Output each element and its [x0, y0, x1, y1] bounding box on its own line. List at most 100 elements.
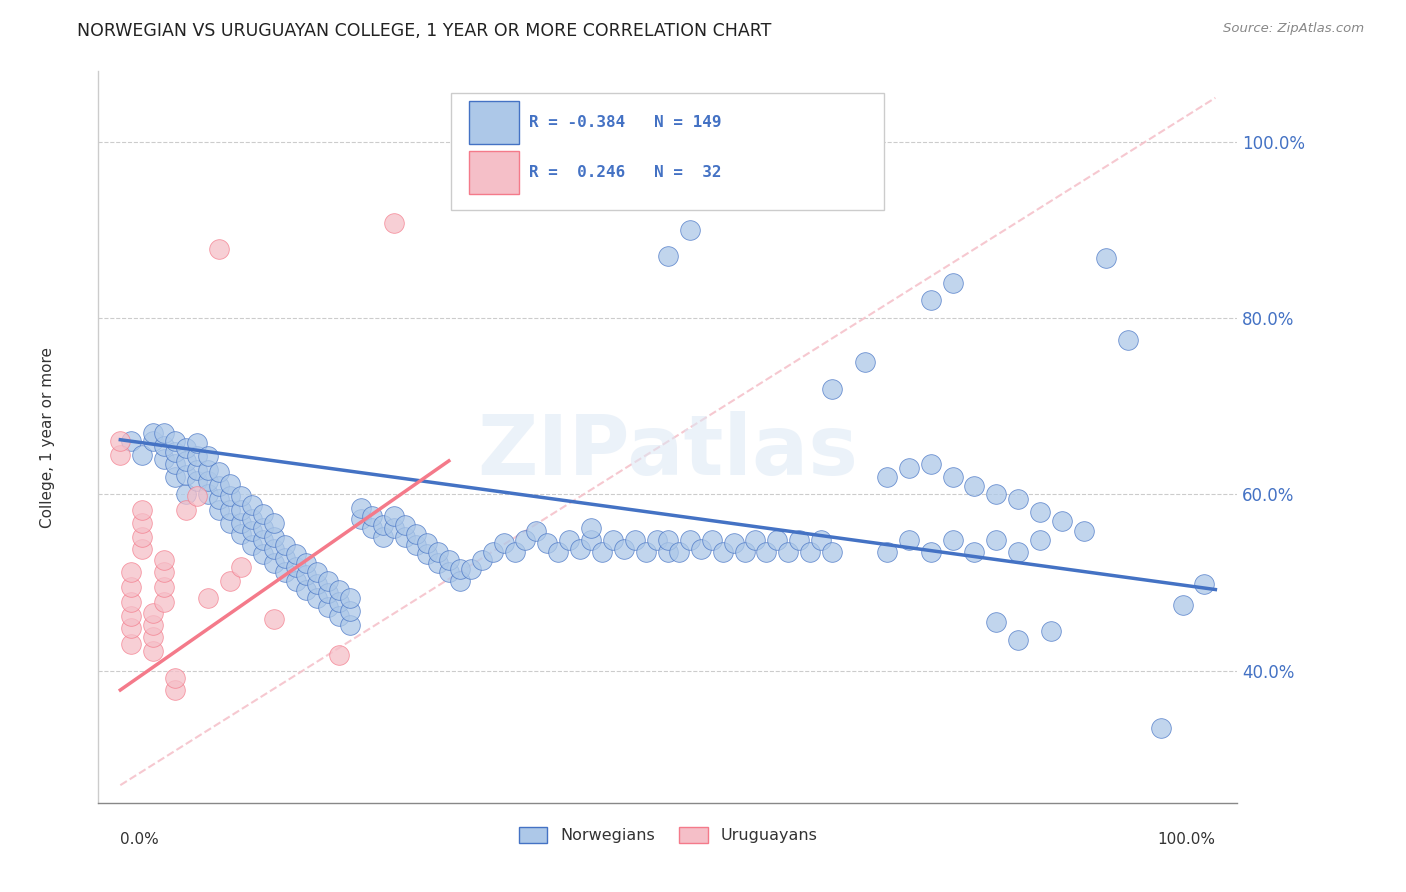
Point [657, 544, 679, 558]
Point [437, 553, 460, 567]
Point [208, 891, 231, 892]
Point [1095, 251, 1118, 265]
Point [218, 476, 240, 491]
Text: R = -0.384   N = 149: R = -0.384 N = 149 [529, 115, 721, 130]
Point [821, 382, 844, 396]
Point [942, 533, 965, 548]
Point [679, 533, 702, 548]
Text: 0.0%: 0.0% [121, 832, 159, 847]
Point [328, 582, 350, 597]
Point [920, 544, 942, 558]
Text: College, 1 year or more: College, 1 year or more [39, 347, 55, 527]
Point [131, 530, 153, 544]
Point [602, 533, 624, 548]
Point [165, 445, 187, 459]
Point [252, 521, 274, 535]
Point [318, 586, 340, 600]
Point [218, 516, 240, 530]
Point [897, 461, 920, 475]
Point [339, 617, 361, 632]
Point [284, 574, 307, 588]
Point [668, 544, 690, 558]
Point [1050, 514, 1073, 528]
Point [986, 615, 1008, 629]
Point [634, 544, 657, 558]
Point [252, 533, 274, 548]
Point [142, 607, 165, 621]
Point [240, 512, 263, 526]
Point [174, 503, 197, 517]
Point [218, 503, 240, 517]
Text: 100.0%: 100.0% [1157, 832, 1215, 847]
Point [307, 565, 329, 579]
Point [186, 463, 208, 477]
Point [174, 487, 197, 501]
Point [273, 550, 295, 565]
Point [723, 536, 745, 550]
Point [120, 637, 142, 651]
Point [734, 544, 756, 558]
Point [579, 521, 602, 535]
Point [273, 539, 295, 553]
Point [165, 469, 187, 483]
Point [437, 565, 460, 579]
Point [165, 671, 187, 685]
Point [240, 524, 263, 539]
Point [492, 536, 515, 550]
Text: NORWEGIAN VS URUGUAYAN COLLEGE, 1 YEAR OR MORE CORRELATION CHART: NORWEGIAN VS URUGUAYAN COLLEGE, 1 YEAR O… [77, 22, 772, 40]
Point [963, 478, 986, 492]
Point [131, 541, 153, 556]
Point [876, 469, 898, 483]
Point [536, 536, 558, 550]
Point [986, 487, 1008, 501]
Text: R =  0.246   N =  32: R = 0.246 N = 32 [529, 165, 721, 180]
Point [165, 683, 187, 698]
Point [120, 621, 142, 635]
Text: Source: ZipAtlas.com: Source: ZipAtlas.com [1223, 22, 1364, 36]
Point [131, 448, 153, 462]
Point [197, 591, 219, 606]
Point [526, 524, 548, 539]
Point [186, 436, 208, 450]
Point [263, 516, 285, 530]
Point [624, 533, 647, 548]
Point [657, 533, 679, 548]
Point [405, 527, 427, 541]
Point [371, 530, 394, 544]
Point [273, 565, 295, 579]
Point [153, 595, 176, 609]
Point [755, 544, 778, 558]
Point [186, 450, 208, 464]
Point [229, 489, 252, 503]
Point [252, 547, 274, 561]
Point [197, 487, 219, 501]
Point [700, 533, 723, 548]
Point [263, 613, 285, 627]
Point [821, 544, 844, 558]
Point [174, 441, 197, 455]
Point [165, 457, 187, 471]
Point [153, 553, 176, 567]
Point [1040, 624, 1063, 638]
Point [318, 574, 340, 588]
Point [295, 582, 318, 597]
Point [307, 577, 329, 591]
Point [174, 454, 197, 468]
Point [1007, 544, 1029, 558]
Point [449, 562, 471, 576]
Point [142, 617, 165, 632]
Point [295, 556, 318, 570]
Point [897, 533, 920, 548]
Point [1116, 333, 1139, 347]
Point [1171, 598, 1194, 612]
Point [744, 533, 766, 548]
FancyBboxPatch shape [451, 94, 884, 211]
Point [350, 500, 373, 515]
Point [120, 595, 142, 609]
Point [382, 521, 405, 535]
Legend: Norwegians, Uruguayans: Norwegians, Uruguayans [512, 821, 824, 850]
Point [328, 609, 350, 624]
Point [142, 425, 165, 440]
Point [229, 503, 252, 517]
Point [679, 223, 702, 237]
